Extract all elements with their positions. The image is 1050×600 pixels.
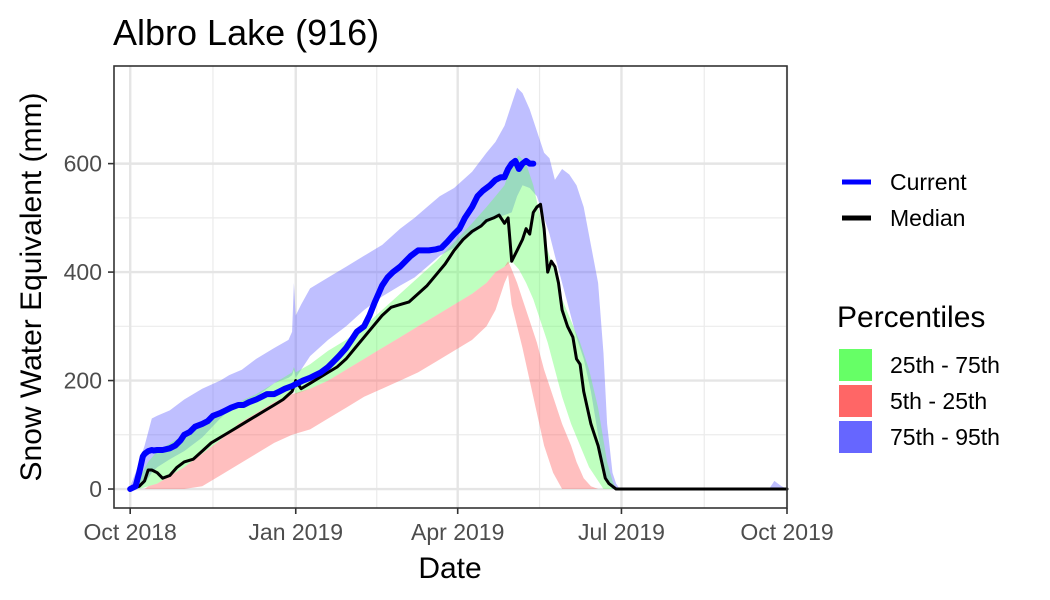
legend-percentiles-title: Percentiles [837,301,985,334]
legend-median-label: Median [890,205,965,231]
legend-5-25-label: 5th - 25th [890,388,987,414]
legend-75-95-label: 75th - 95th [890,424,1000,450]
legend: Current Median Percentiles 25th - 75th 5… [837,169,1000,453]
y-tick-label: 200 [64,368,102,394]
x-tick-label: Oct 2019 [740,519,833,545]
y-tick-label: 0 [89,476,102,502]
plot-border [113,65,788,509]
legend-75-95-swatch [839,421,872,453]
band-5th-25th [144,261,599,489]
y-tick-label: 600 [64,151,102,177]
x-axis: Oct 2018 Jan 2019 Apr 2019 Jul 2019 Oct 2019 [84,508,834,545]
x-axis-title: Date [418,552,481,585]
chart-title: Albro Lake (916) [113,12,379,53]
gridlines [114,66,789,508]
legend-25-75-label: 25th - 75th [890,352,1000,378]
y-tick-label: 400 [64,259,102,285]
legend-current-label: Current [890,169,967,195]
x-tick-label: Apr 2019 [411,519,504,545]
x-tick-label: Oct 2018 [84,519,177,545]
legend-5-25-swatch [839,385,872,417]
series-lines [127,157,789,492]
x-tick-label: Jan 2019 [248,519,343,545]
line-current [127,157,537,492]
line-median [128,202,789,491]
x-tick-label: Jul 2019 [578,519,665,545]
y-axis: 0 200 400 600 [64,151,114,502]
legend-25-75-swatch [839,349,872,381]
y-axis-title: Snow Water Equivalent (mm) [15,92,48,481]
